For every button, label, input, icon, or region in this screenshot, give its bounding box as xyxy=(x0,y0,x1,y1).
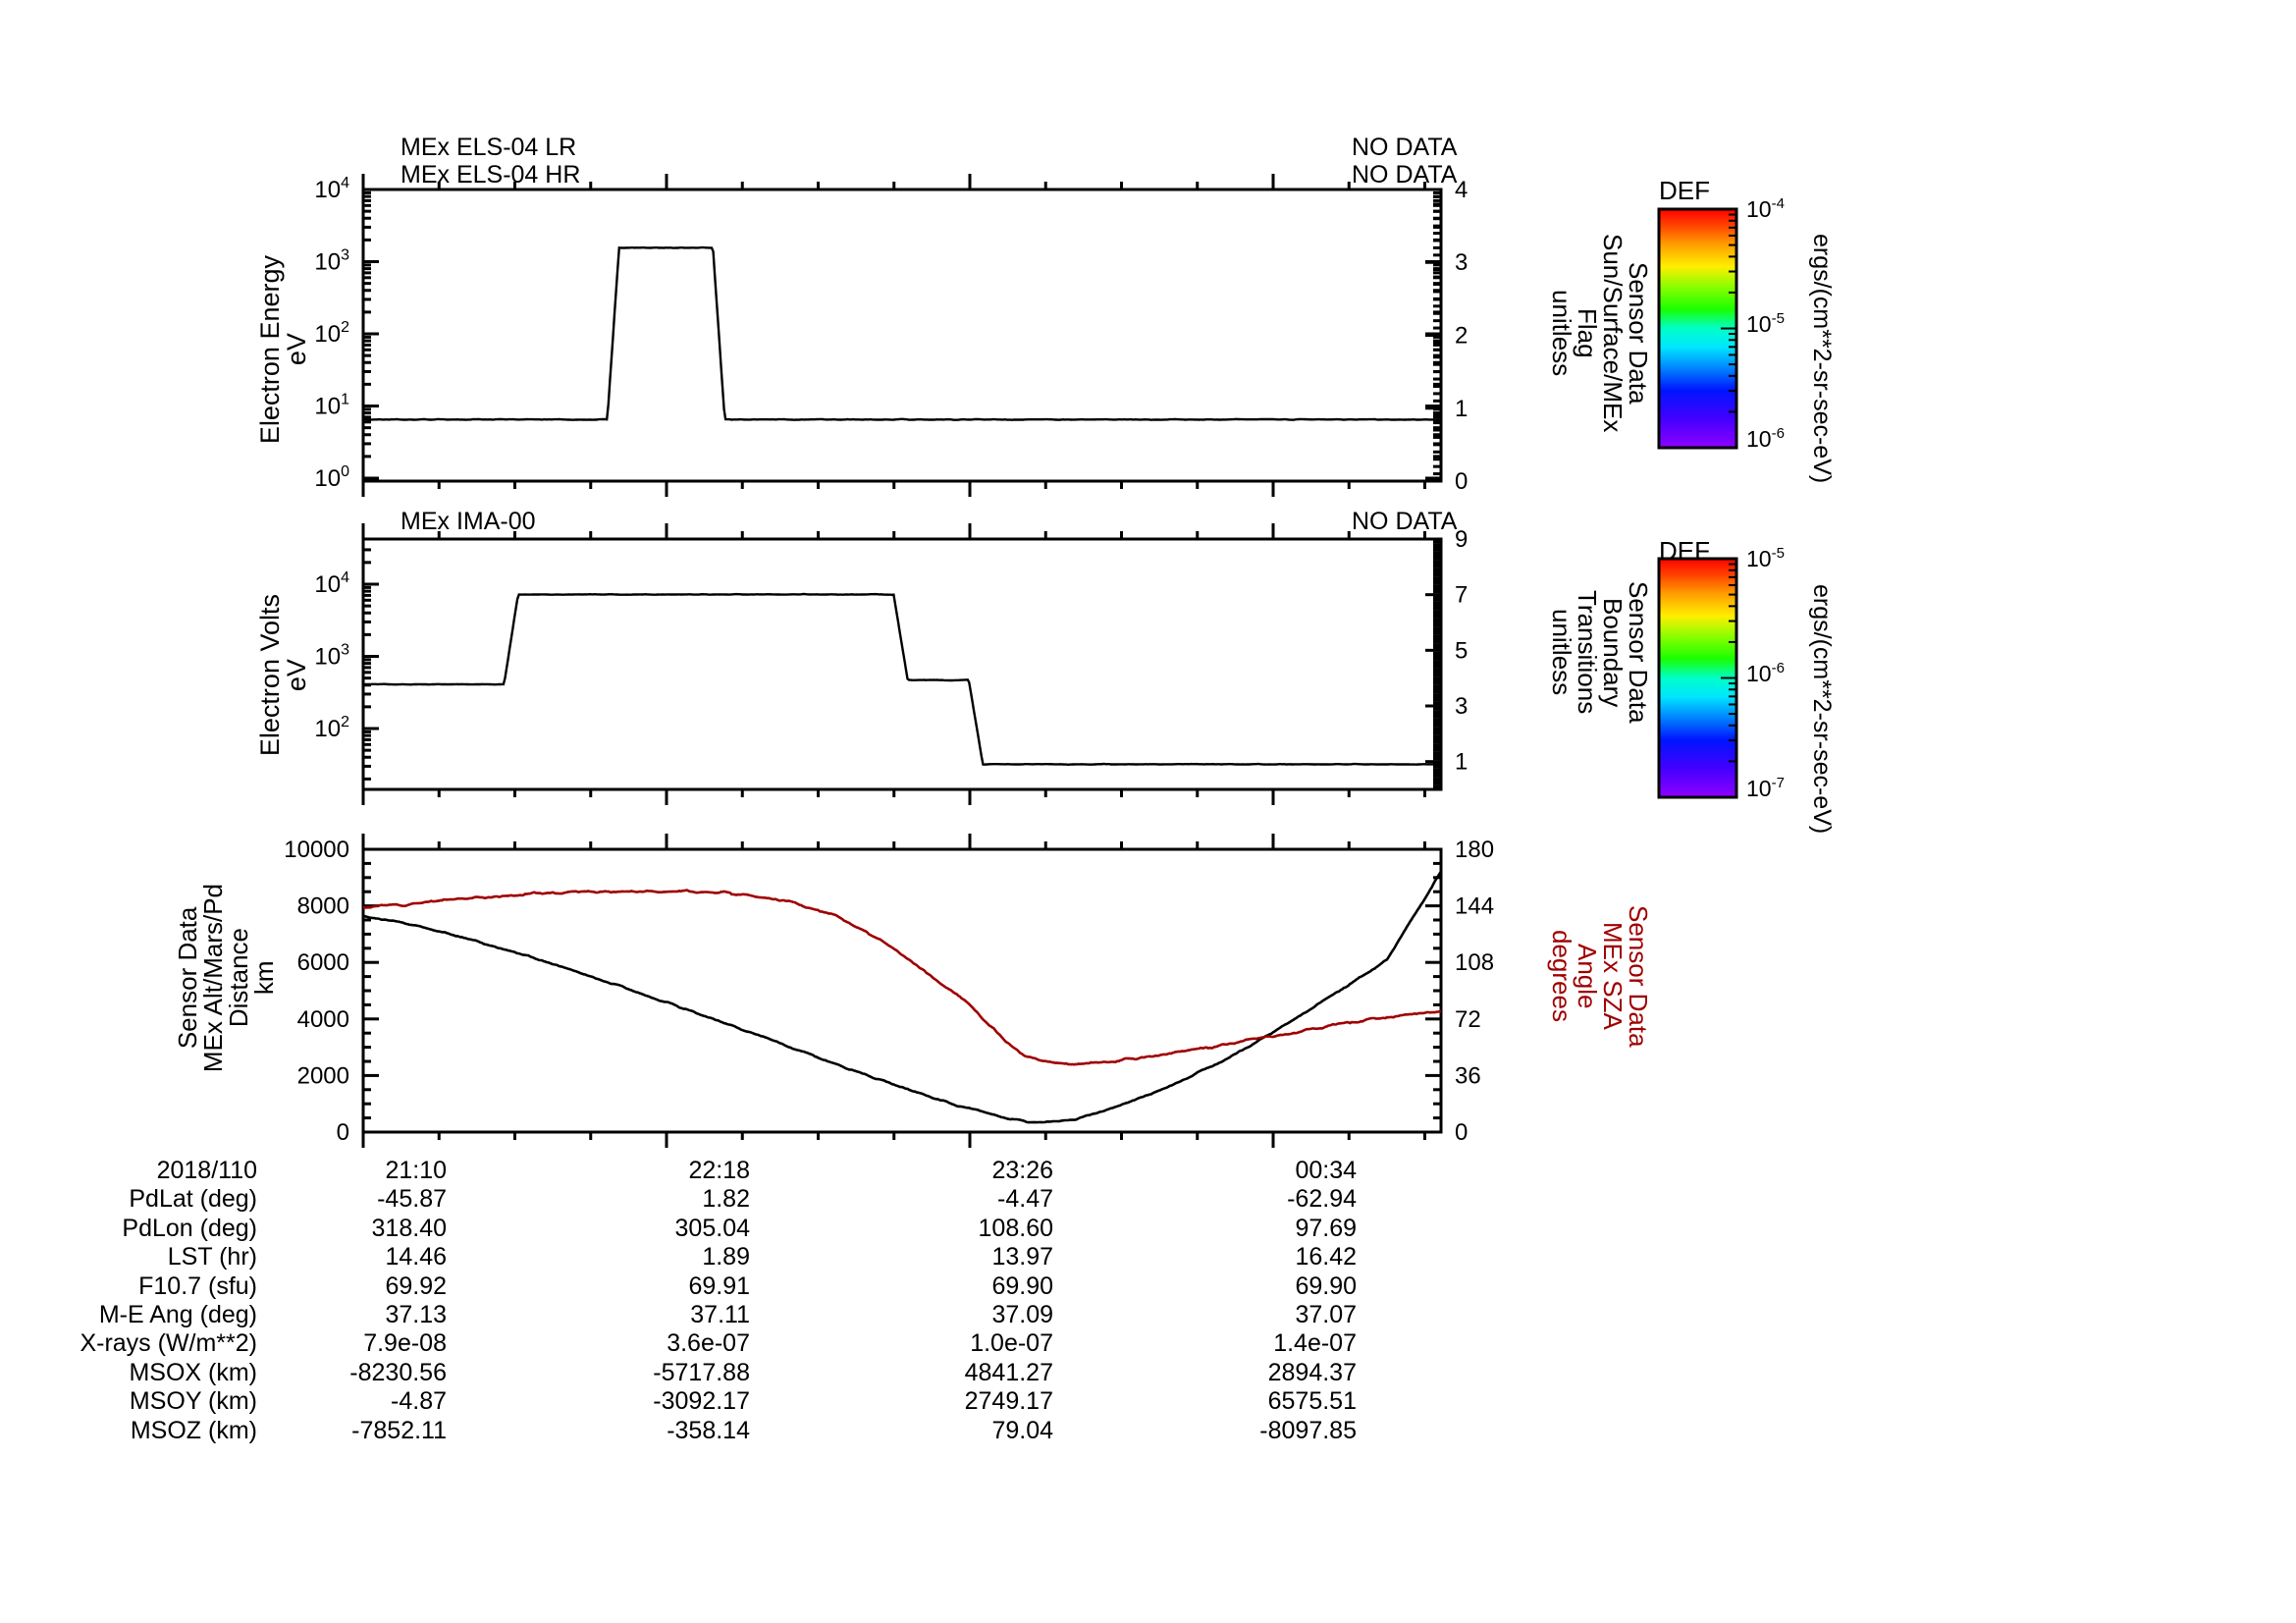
svg-text:2000: 2000 xyxy=(297,1062,349,1089)
svg-text:10000: 10000 xyxy=(284,837,349,863)
svg-text:102: 102 xyxy=(314,714,349,742)
svg-text:36: 36 xyxy=(1455,1062,1481,1089)
svg-text:7: 7 xyxy=(1455,582,1468,609)
svg-text:1: 1 xyxy=(1455,396,1468,422)
svg-text:4: 4 xyxy=(1455,177,1468,203)
svg-text:8000: 8000 xyxy=(297,893,349,920)
svg-text:3: 3 xyxy=(1455,249,1468,276)
svg-text:101: 101 xyxy=(314,392,349,420)
svg-text:6000: 6000 xyxy=(297,949,349,976)
svg-text:2: 2 xyxy=(1455,323,1468,350)
svg-text:72: 72 xyxy=(1455,1006,1481,1033)
svg-text:104: 104 xyxy=(314,569,349,598)
svg-text:3: 3 xyxy=(1455,693,1468,720)
svg-text:100: 100 xyxy=(314,463,349,492)
svg-text:144: 144 xyxy=(1455,893,1494,920)
svg-text:0: 0 xyxy=(1455,1119,1468,1146)
svg-text:104: 104 xyxy=(314,175,349,203)
svg-text:4000: 4000 xyxy=(297,1006,349,1033)
svg-text:103: 103 xyxy=(314,642,349,671)
svg-text:5: 5 xyxy=(1455,637,1468,664)
svg-text:180: 180 xyxy=(1455,837,1494,863)
svg-text:108: 108 xyxy=(1455,949,1494,976)
svg-text:102: 102 xyxy=(314,319,349,348)
svg-text:0: 0 xyxy=(337,1119,349,1146)
svg-text:103: 103 xyxy=(314,247,349,276)
svg-text:1: 1 xyxy=(1455,749,1468,776)
svg-text:0: 0 xyxy=(1455,468,1468,495)
svg-text:9: 9 xyxy=(1455,526,1468,553)
